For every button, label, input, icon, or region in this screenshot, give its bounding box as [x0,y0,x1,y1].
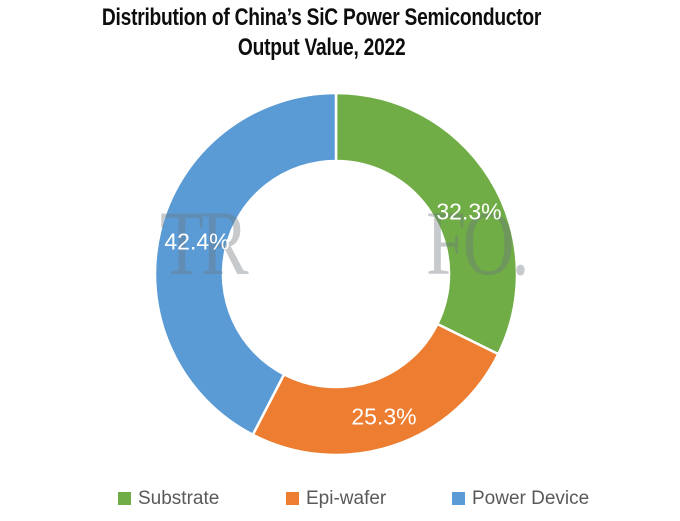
legend-swatch-power-device-icon [452,492,465,505]
legend-swatch-epi-wafer-icon [286,492,299,505]
slice-power-device [153,91,338,437]
slice-value-label: 42.4% [164,228,230,255]
legend-label-epi-wafer: Epi-wafer [306,488,387,509]
legend-label-substrate: Substrate [138,488,220,509]
slice-value-label: 32.3% [436,198,502,225]
legend-item-epi-wafer: Epi-wafer [286,489,386,508]
legend-label-power-device: Power Device [472,488,590,509]
chart-title-line2: Output Value, 2022 [238,34,406,61]
legend-item-power-device: Power Device [452,489,589,508]
legend-swatch-substrate-icon [118,492,131,505]
slice-value-label: 25.3% [351,403,417,430]
chart-title: Distribution of China’s SiC Power Semico… [0,3,662,63]
slice-substrate [334,91,519,356]
chart-title-line1: Distribution of China’s SiC Power Semico… [102,4,542,31]
legend-item-substrate: Substrate [118,489,219,508]
slice-epi-wafer [251,322,500,457]
